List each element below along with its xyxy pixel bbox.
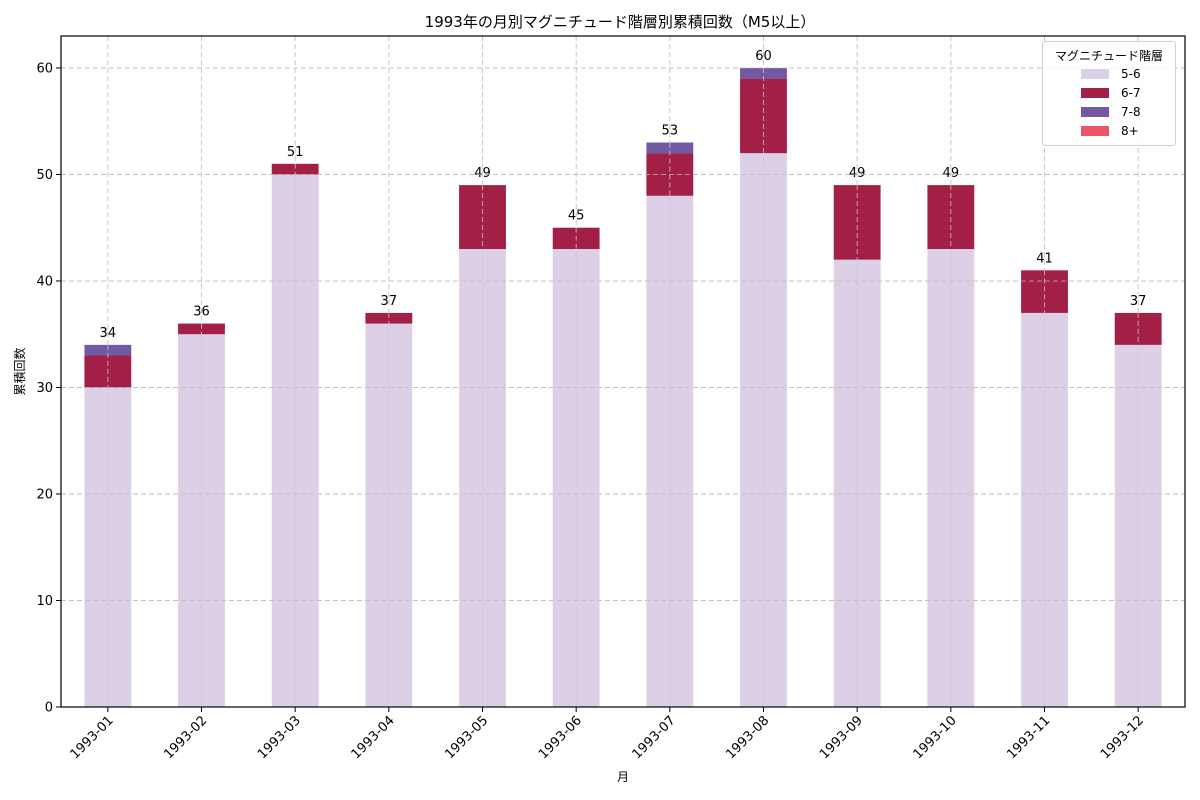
legend-swatch [1081, 106, 1109, 117]
y-tick-label: 30 [36, 381, 53, 396]
legend-title: マグニチュード階層 [1054, 49, 1163, 63]
x-tick-label: 1993-01 [68, 713, 117, 762]
bar-total-label: 41 [1036, 251, 1053, 266]
bar-total-label: 60 [755, 49, 772, 64]
bar-total-label: 49 [849, 166, 866, 181]
y-tick-label: 20 [36, 487, 53, 502]
x-tick-label: 1993-10 [911, 713, 960, 762]
y-tick-label: 40 [36, 274, 53, 289]
legend-item-6-7: 6-7 [1043, 83, 1175, 102]
x-tick-label: 1993-11 [1004, 713, 1053, 762]
bar-segment-6-7 [365, 312, 413, 324]
x-tick-label: 1993-08 [723, 713, 772, 762]
x-tick-label: 1993-07 [630, 713, 679, 762]
bar-segment-7-8 [740, 67, 787, 79]
x-axis-label: 月 [617, 770, 629, 784]
x-tick-label: 1993-09 [817, 713, 866, 762]
legend-swatch [1081, 68, 1109, 79]
bar-total-label: 34 [100, 326, 117, 341]
legend-item-7-8: 7-8 [1043, 102, 1175, 121]
bar-total-label: 49 [474, 166, 491, 181]
bar-stack-1993-06 [552, 227, 600, 707]
legend-label: 8+ [1121, 123, 1139, 138]
bar-total-label: 36 [193, 305, 210, 320]
legend-item-8+: 8+ [1043, 121, 1175, 140]
legend-label: 6-7 [1121, 85, 1141, 100]
bar-segment-6-7 [178, 323, 225, 335]
x-tick-label: 1993-03 [255, 713, 304, 762]
y-tick-label: 10 [36, 594, 53, 609]
bar-total-label: 49 [943, 166, 960, 181]
x-tick-label: 1993-06 [536, 713, 585, 762]
bar-stack-1993-08 [740, 67, 787, 707]
x-tick-label: 1993-02 [161, 713, 210, 762]
bar-total-label: 51 [287, 145, 304, 160]
legend-swatch [1081, 87, 1109, 98]
bar-segment-7-8 [646, 142, 694, 154]
bar-segment-6-7 [271, 163, 319, 175]
y-tick-label: 60 [36, 61, 53, 76]
y-axis-label: 累積回数 [12, 347, 27, 395]
chart-title: 1993年の月別マグニチュード階層別累積回数（M5以上） [424, 13, 816, 31]
x-tick-label: 1993-12 [1098, 713, 1147, 762]
legend-label: 7-8 [1121, 104, 1141, 119]
bar-total-label: 37 [381, 294, 398, 309]
bar-total-label: 45 [568, 209, 585, 224]
bar-total-label: 37 [1130, 294, 1147, 309]
bar-total-label: 53 [662, 124, 679, 139]
y-tick-label: 50 [36, 168, 53, 183]
legend-label: 5-6 [1121, 66, 1141, 81]
bar-segment-7-8 [84, 344, 132, 356]
x-tick-label: 1993-04 [349, 713, 398, 762]
x-tick-label: 1993-05 [442, 713, 491, 762]
axes-frame [60, 35, 1186, 708]
legend-item-5-6: 5-6 [1043, 64, 1175, 83]
legend-swatch [1081, 125, 1109, 136]
legend: マグニチュード階層 5-6 6-7 7-8 8+ [1042, 41, 1176, 146]
y-tick-label: 0 [45, 701, 53, 716]
